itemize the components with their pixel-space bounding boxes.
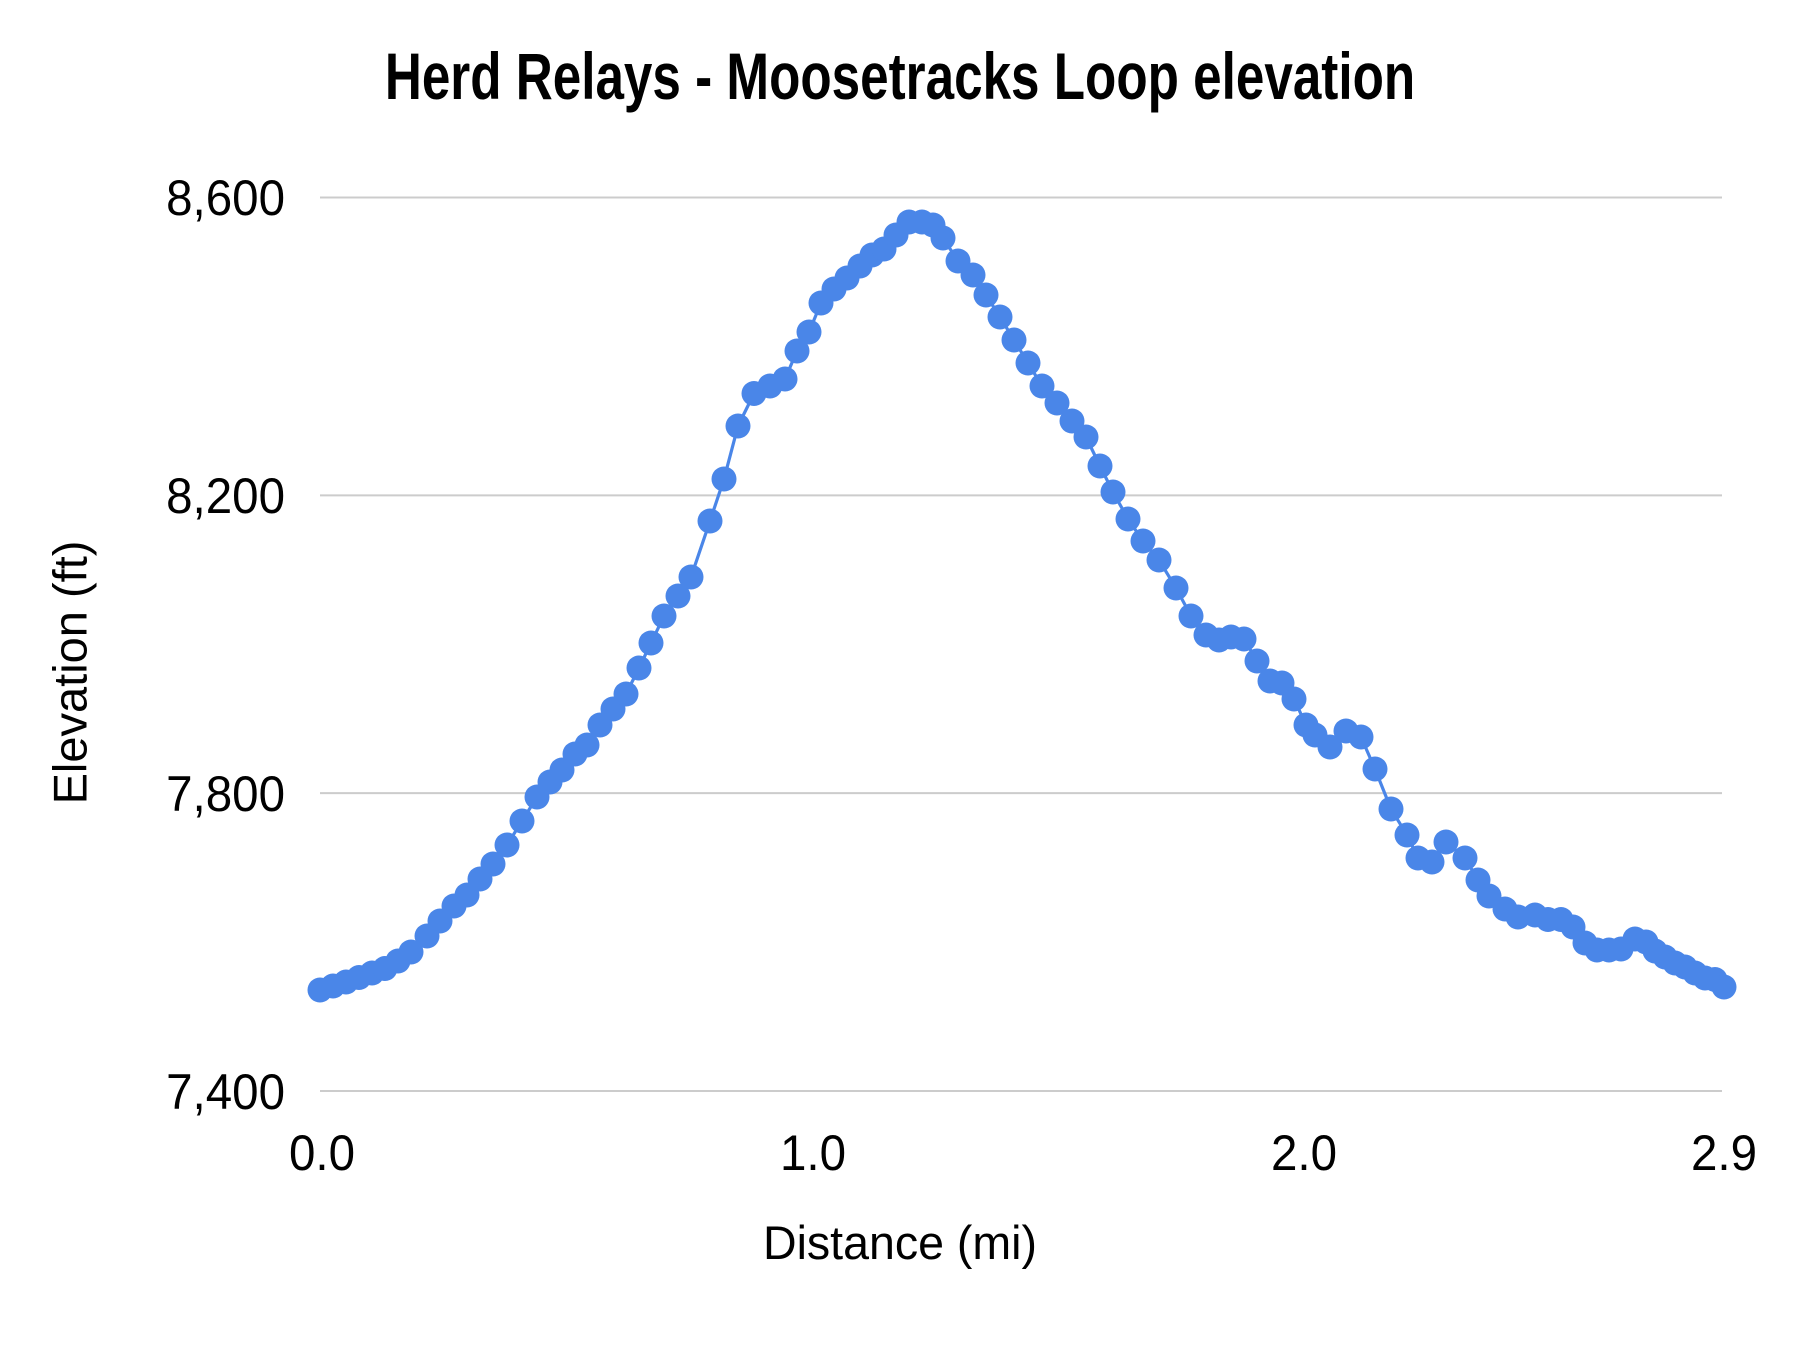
data-point (638, 630, 664, 656)
data-point (1130, 528, 1156, 554)
data-point (1452, 845, 1478, 871)
data-point (494, 832, 520, 858)
data-point (1073, 424, 1099, 450)
data-point (1244, 648, 1270, 674)
data-point (987, 304, 1013, 330)
data-point (665, 583, 691, 609)
data-point (1115, 506, 1141, 532)
data-point (725, 413, 751, 439)
chart-title: Herd Relays - Moosetracks Loop elevation (384, 38, 1416, 113)
data-point (1281, 686, 1307, 712)
data-point (1419, 849, 1445, 875)
data-point (1378, 796, 1404, 822)
data-point (784, 338, 810, 364)
data-point (1317, 734, 1343, 760)
data-point (1163, 575, 1189, 601)
data-point (626, 655, 652, 681)
data-point (574, 732, 600, 758)
data-point (772, 366, 798, 392)
data-point (651, 603, 677, 629)
data-point (1146, 547, 1172, 573)
x-tick-label-0.0: 0.0 (288, 1124, 355, 1181)
data-point (973, 282, 999, 308)
data-point (480, 851, 506, 877)
data-point (1348, 724, 1374, 750)
x-axis-title: Distance (mi) (762, 1216, 1038, 1269)
y-tick-label-7,800: 7,800 (166, 766, 285, 823)
data-point (960, 262, 986, 288)
x-tick-label-1.0: 1.0 (779, 1124, 846, 1181)
data-point (1394, 822, 1420, 848)
y-tick-label-8,200: 8,200 (166, 468, 285, 525)
data-point (1029, 373, 1055, 399)
x-tick-label-2.0: 2.0 (1270, 1124, 1337, 1181)
data-point (1711, 974, 1737, 1000)
data-point (398, 939, 424, 965)
data-point (697, 508, 723, 534)
data-point (1001, 327, 1027, 353)
data-point (678, 564, 704, 590)
data-point (796, 319, 822, 345)
data-point (1044, 390, 1070, 416)
data-point (613, 681, 639, 707)
y-tick-label-8,600: 8,600 (166, 170, 285, 227)
data-point (509, 808, 535, 834)
data-point (1100, 479, 1126, 505)
data-point (1087, 453, 1113, 479)
data-point (930, 225, 956, 251)
data-point (1231, 626, 1257, 652)
data-point (1433, 829, 1459, 855)
y-tick-label-7,400: 7,400 (166, 1063, 285, 1120)
data-point (1178, 603, 1204, 629)
data-point (711, 466, 737, 492)
x-tick-label-2.9: 2.9 (1690, 1124, 1757, 1181)
data-point (1015, 350, 1041, 376)
data-point (1362, 756, 1388, 782)
